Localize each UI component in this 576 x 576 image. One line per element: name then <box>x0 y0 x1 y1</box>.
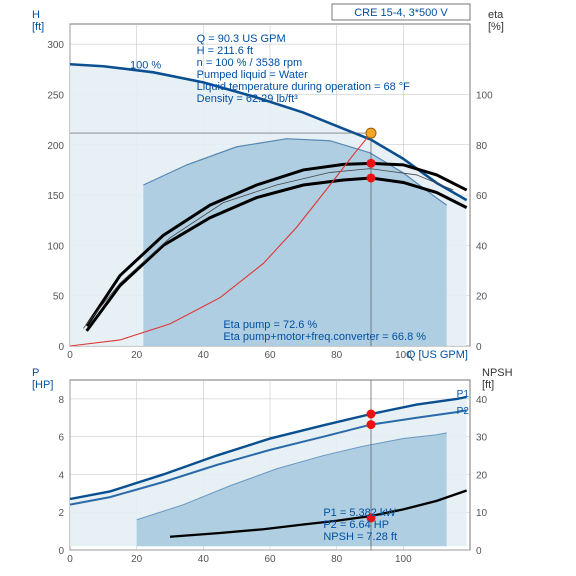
svg-text:80: 80 <box>331 350 343 361</box>
hundred-percent-label: 100 % <box>130 59 161 71</box>
svg-text:0: 0 <box>476 342 482 353</box>
svg-text:[%]: [%] <box>488 21 504 33</box>
svg-text:8: 8 <box>58 395 64 406</box>
svg-text:40: 40 <box>476 241 488 252</box>
svg-text:100: 100 <box>476 90 493 101</box>
p2-label: P2 <box>457 406 470 417</box>
q-axis-label: Q [US GPM] <box>407 349 468 361</box>
eta-line: Eta pump+motor+freq.converter = 66.8 % <box>223 331 426 343</box>
svg-text:80: 80 <box>476 141 488 152</box>
info-line: Pumped liquid = Water <box>197 69 309 81</box>
svg-text:80: 80 <box>331 554 343 565</box>
info-line: Liquid temperature during operation = 68… <box>197 81 411 93</box>
svg-text:20: 20 <box>476 292 488 303</box>
svg-text:60: 60 <box>476 191 488 202</box>
svg-text:40: 40 <box>198 350 210 361</box>
eta-line: Eta pump = 72.6 % <box>223 319 317 331</box>
svg-text:100: 100 <box>47 241 64 252</box>
p-info-line: P2 = 6.64 HP <box>323 519 389 531</box>
svg-text:0: 0 <box>58 342 64 353</box>
svg-text:0: 0 <box>58 546 64 557</box>
svg-text:150: 150 <box>47 191 64 202</box>
svg-text:40: 40 <box>198 554 210 565</box>
info-line: n = 100 % / 3538 rpm <box>197 57 302 69</box>
svg-text:30: 30 <box>476 433 488 444</box>
duty-point <box>366 128 376 138</box>
chart-title: CRE 15-4, 3*500 V <box>354 7 448 19</box>
svg-text:[ft]: [ft] <box>482 379 494 391</box>
svg-text:2: 2 <box>58 508 64 519</box>
svg-text:4: 4 <box>58 470 64 481</box>
svg-text:0: 0 <box>476 546 482 557</box>
svg-text:0: 0 <box>67 350 73 361</box>
svg-text:10: 10 <box>476 508 488 519</box>
svg-text:100: 100 <box>395 554 412 565</box>
svg-text:[HP]: [HP] <box>32 379 53 391</box>
p1-label: P1 <box>457 389 470 400</box>
svg-text:0: 0 <box>67 554 73 565</box>
svg-text:6: 6 <box>58 433 64 444</box>
svg-text:20: 20 <box>131 350 143 361</box>
info-line: Q = 90.3 US GPM <box>197 33 286 45</box>
svg-text:60: 60 <box>264 350 276 361</box>
svg-text:250: 250 <box>47 90 64 101</box>
h-axis-label: H <box>32 9 40 21</box>
npsh-axis-label: NPSH <box>482 367 513 379</box>
p-axis-label: P <box>32 367 39 379</box>
svg-text:60: 60 <box>264 554 276 565</box>
svg-text:20: 20 <box>131 554 143 565</box>
eta-axis-label: eta <box>488 9 504 21</box>
info-line: Density = 62.29 lb/ft³ <box>197 93 299 105</box>
svg-text:20: 20 <box>476 470 488 481</box>
svg-text:50: 50 <box>53 292 65 303</box>
svg-text:200: 200 <box>47 141 64 152</box>
pump-curve-figure: 0204060801000501001502002503000204060801… <box>0 0 576 576</box>
svg-text:300: 300 <box>47 40 64 51</box>
p-info-line: P1 = 5.382 kW <box>323 507 396 519</box>
p-info-line: NPSH = 7.28 ft <box>323 531 397 543</box>
svg-text:40: 40 <box>476 395 488 406</box>
info-line: H = 211.6 ft <box>197 45 253 57</box>
svg-text:[ft]: [ft] <box>32 21 44 33</box>
